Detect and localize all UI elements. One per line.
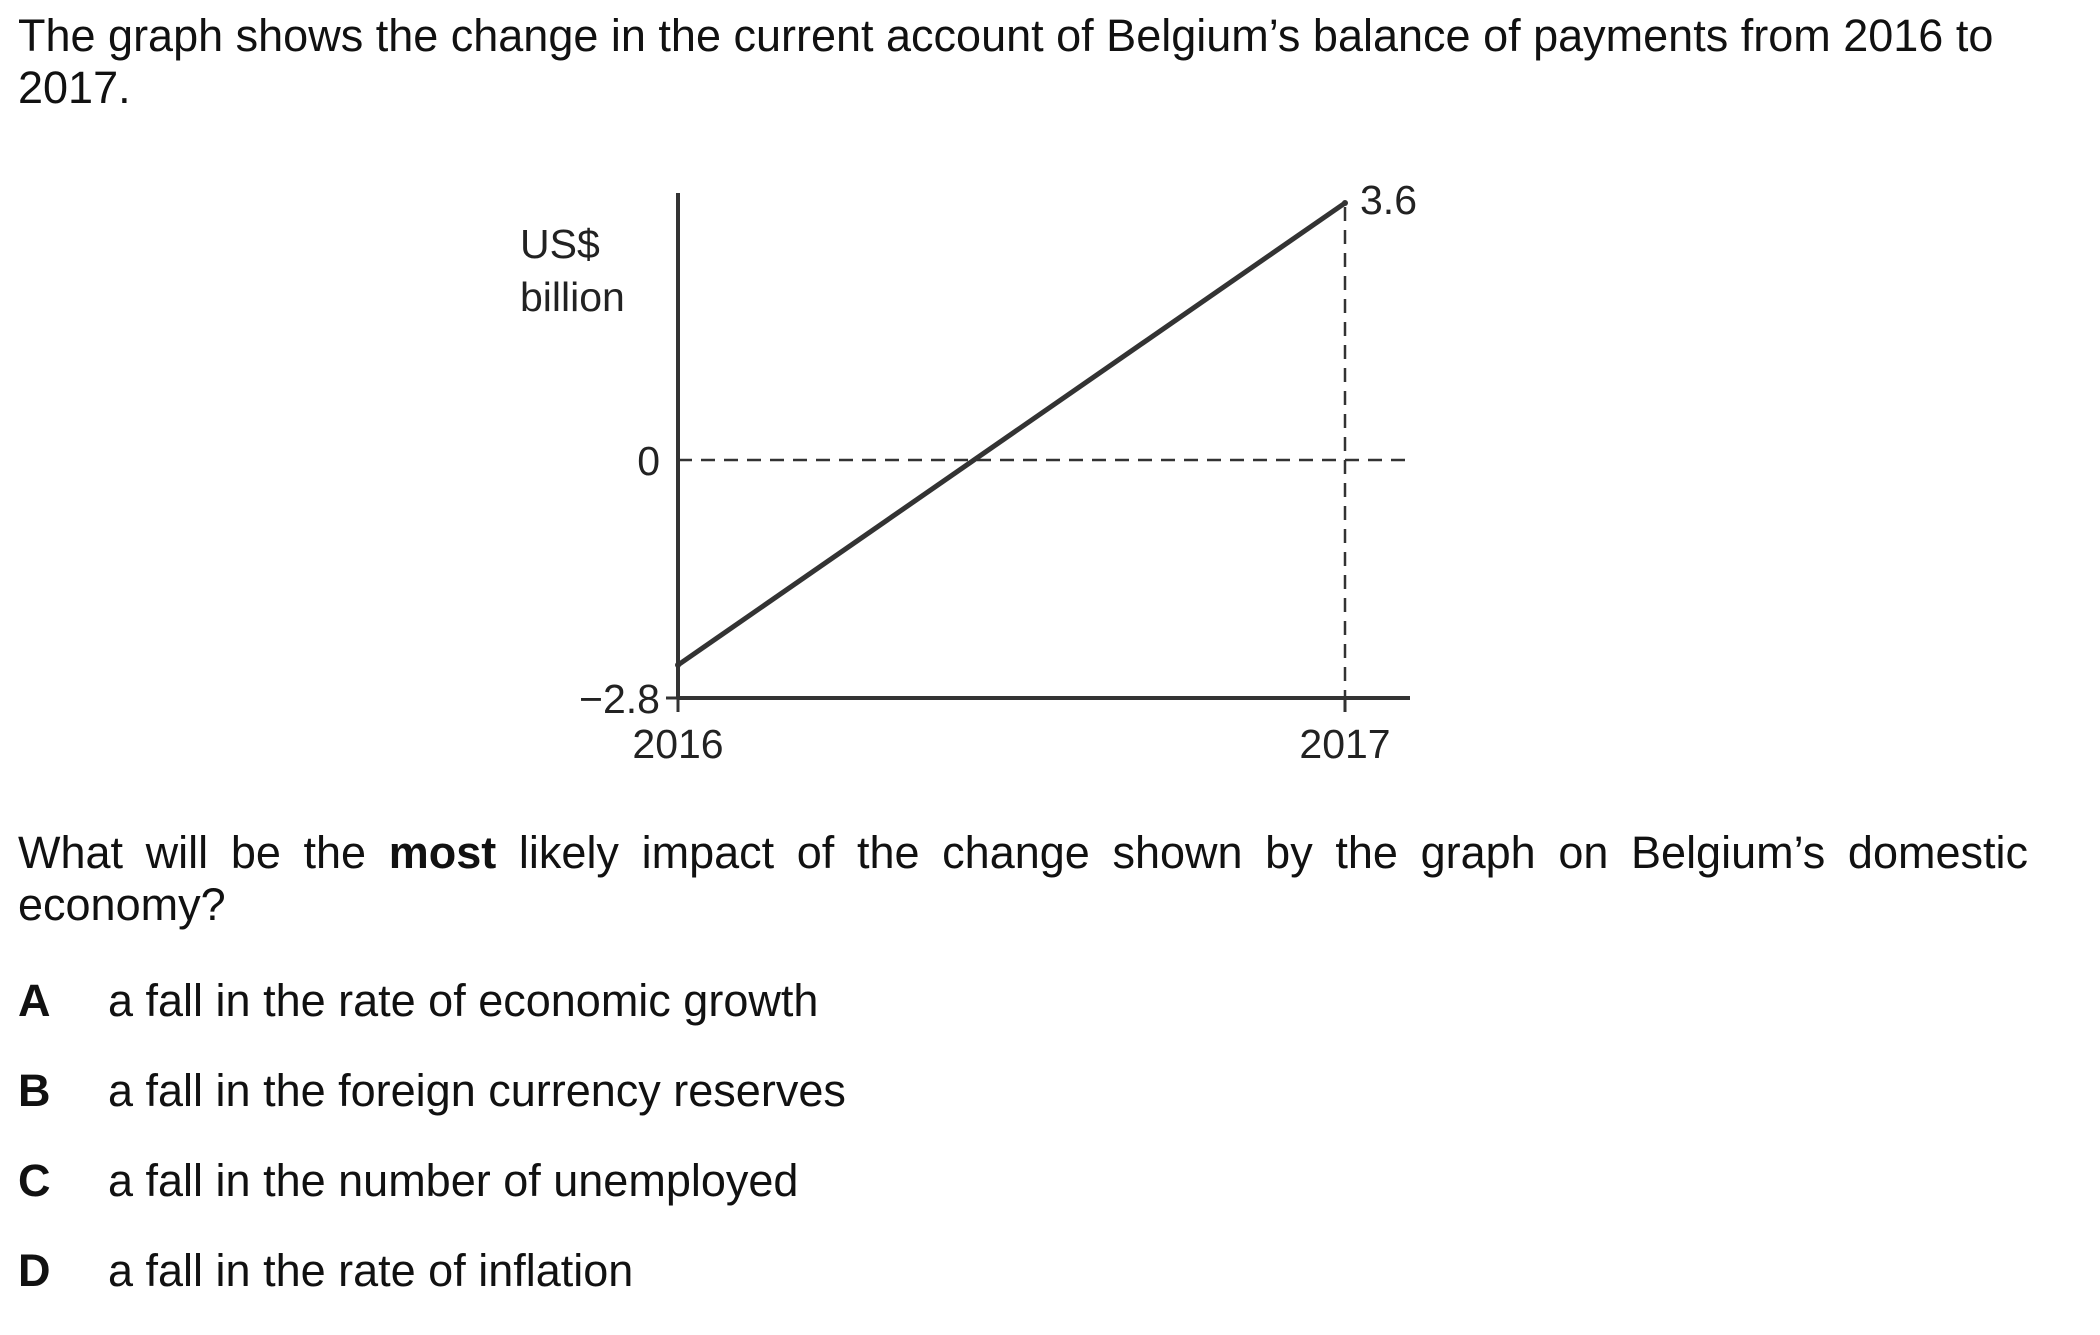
data-point-2017 [1342, 200, 1348, 206]
x-tick-label-2017: 2017 [1299, 721, 1390, 767]
question-text: What will be the most likely impact of t… [18, 827, 2028, 931]
option-a-text: a fall in the rate of economic growth [108, 975, 819, 1026]
y-axis-label-line1: US$ [520, 221, 600, 267]
question-emphasis: most [388, 827, 497, 878]
option-c-text: a fall in the number of unemployed [108, 1155, 799, 1206]
option-a-letter: A [18, 975, 51, 1026]
data-label-3-6: 3.6 [1360, 177, 1417, 223]
option-c-letter: C [18, 1155, 51, 1206]
option-b[interactable]: B a fall in the foreign currency reserve… [18, 1065, 1418, 1155]
y-tick-label-minus-2-8: −2.8 [579, 676, 660, 722]
option-d[interactable]: D a fall in the rate of inflation [18, 1245, 1418, 1335]
series-line [676, 200, 1347, 668]
option-d-letter: D [18, 1245, 51, 1296]
x-tick-label-2016: 2016 [632, 721, 723, 767]
current-account-chart: US$ billion 0 −2.8 2016 2017 3.6 [520, 177, 1417, 767]
option-a[interactable]: A a fall in the rate of economic growth [18, 975, 1418, 1065]
question-part-2: likely impact of the change shown by the… [18, 827, 2028, 930]
option-b-text: a fall in the foreign currency reserves [108, 1065, 846, 1116]
y-tick-label-zero: 0 [637, 438, 660, 484]
option-b-letter: B [18, 1065, 51, 1116]
answer-options: A a fall in the rate of economic growth … [18, 975, 1418, 1335]
option-c[interactable]: C a fall in the number of unemployed [18, 1155, 1418, 1245]
intro-text: The graph shows the change in the curren… [18, 10, 1994, 113]
data-point-2016 [675, 662, 681, 668]
y-axis-label-line2: billion [520, 274, 625, 320]
option-d-text: a fall in the rate of inflation [108, 1245, 634, 1296]
question-part-1: What will be the [18, 827, 389, 878]
